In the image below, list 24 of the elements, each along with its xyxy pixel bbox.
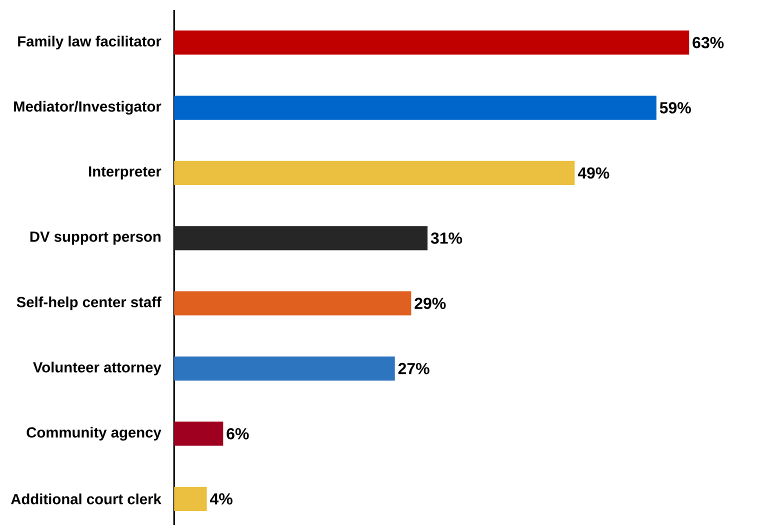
bar	[174, 356, 395, 381]
y-tick-label: Family law facilitator	[18, 36, 162, 50]
data-label: 4%	[210, 493, 232, 505]
bar	[174, 160, 575, 186]
bar	[174, 291, 412, 316]
data-label: 29%	[414, 298, 446, 310]
bar	[174, 422, 224, 446]
y-tick-label: Volunteer attorney	[33, 362, 162, 376]
y-tick-label: Mediator/Investigator	[14, 100, 162, 115]
y-tick-label: DV support person	[30, 232, 160, 245]
data-label: 31%	[430, 232, 462, 244]
data-label: 49%	[578, 167, 610, 179]
data-label: 63%	[692, 36, 724, 48]
data-label: 6%	[226, 428, 249, 440]
bar	[174, 96, 656, 120]
data-label: 59%	[660, 102, 691, 114]
y-tick-label: Additional court clerk	[11, 494, 162, 504]
bar	[174, 30, 690, 55]
y-tick-label: Self-help center staff	[16, 296, 162, 310]
y-tick-label: Community agency	[26, 426, 162, 441]
bar	[174, 486, 207, 511]
data-label: 27%	[398, 362, 430, 374]
y-tick-label: Interpreter	[89, 166, 162, 180]
bar	[174, 226, 428, 250]
